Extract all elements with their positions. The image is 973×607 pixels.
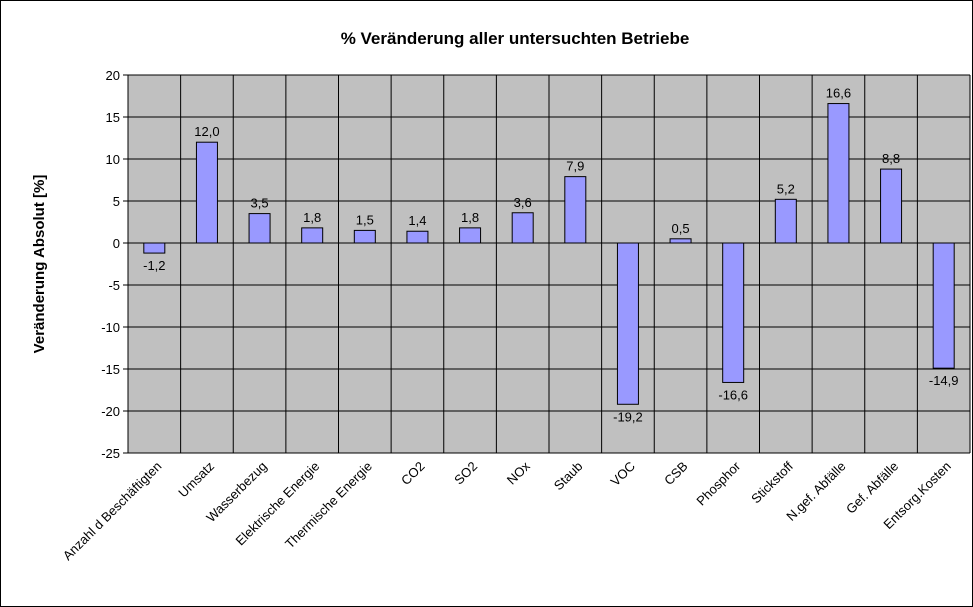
value-label: 3,5 (251, 196, 269, 211)
bar (143, 242, 166, 254)
value-label: 8,8 (882, 151, 900, 166)
y-tick-label: 0 (113, 236, 120, 251)
bar (248, 213, 271, 244)
bar (722, 242, 745, 383)
bar (301, 227, 324, 244)
y-axis-label: Veränderung Absolut [%] (31, 175, 48, 354)
value-label: -14,9 (929, 373, 959, 388)
y-tick-label: 5 (113, 194, 120, 209)
bar (511, 212, 534, 244)
y-tick-label: -5 (108, 278, 120, 293)
y-tick-label: 15 (106, 110, 120, 125)
value-label: -1,2 (143, 258, 165, 273)
bar (459, 227, 482, 244)
bar (827, 103, 850, 244)
value-label: 1,8 (461, 210, 479, 225)
bar (932, 242, 955, 369)
value-label: 0,5 (672, 221, 690, 236)
bar (880, 168, 903, 244)
value-label: 5,2 (777, 181, 795, 196)
value-label: -16,6 (718, 387, 748, 402)
chart-title: % Veränderung aller untersuchten Betrieb… (341, 29, 690, 48)
bar (353, 229, 376, 244)
bar (669, 238, 692, 244)
value-label: 12,0 (194, 124, 219, 139)
y-tick-label: -25 (101, 446, 120, 461)
bar (616, 242, 639, 405)
bar (406, 230, 429, 244)
y-tick-label: 10 (106, 152, 120, 167)
y-tick-label: 20 (106, 68, 120, 83)
y-tick-label: -10 (101, 320, 120, 335)
value-label: 7,9 (566, 159, 584, 174)
value-label: 1,4 (408, 213, 426, 228)
bar (195, 141, 218, 244)
bar (774, 198, 797, 244)
value-label: 16,6 (826, 86, 851, 101)
value-label: 1,8 (303, 210, 321, 225)
y-tick-label: -20 (101, 404, 120, 419)
value-label: 3,6 (514, 195, 532, 210)
value-label: 1,5 (356, 212, 374, 227)
value-label: -19,2 (613, 409, 643, 424)
y-tick-label: -15 (101, 362, 120, 377)
bar (564, 176, 587, 244)
